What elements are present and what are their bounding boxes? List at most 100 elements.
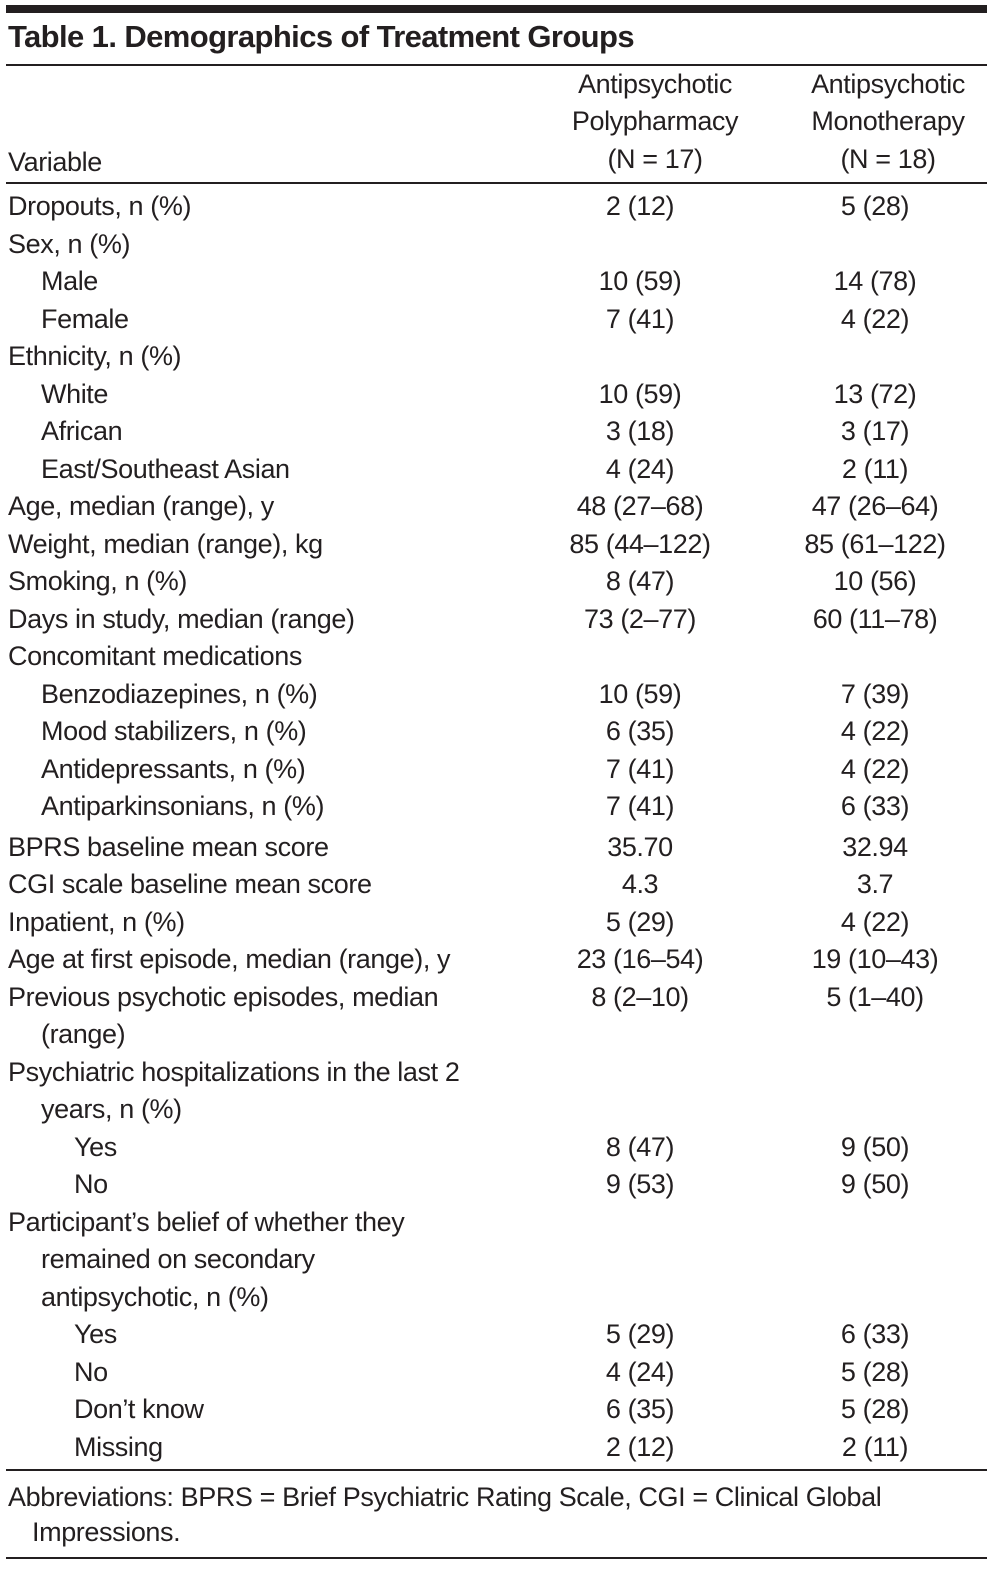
table-title: Table 1. Demographics of Treatment Group… (8, 19, 635, 54)
table-row: Age, median (range), y 48 (27–68) 47 (26–6… (0, 488, 997, 526)
monotherapy-value: 47 (26–64) (811, 491, 939, 521)
polypharmacy-value: 10 (59) (598, 378, 682, 409)
polypharmacy-value: 7 (41) (605, 791, 675, 821)
polypharmacy-value: 2 (12) (605, 191, 675, 221)
monotherapy-value: 2 (11) (841, 453, 909, 484)
polypharmacy-value: 6 (35) (605, 716, 675, 746)
polypharmacy-value: 7 (41) (605, 753, 675, 784)
polypharmacy-value: 8 (2–10) (591, 981, 689, 1012)
monotherapy-value: 5 (1–40) (826, 981, 924, 1012)
row-label: CGI scale baseline mean score (8, 869, 372, 899)
row-label: Yes (74, 1131, 117, 1162)
polypharmacy-value: 73 (2–77) (584, 603, 696, 634)
row-label: Don’t know (74, 1394, 204, 1424)
table-row: Concomitant medications (0, 638, 997, 676)
row-label: African (41, 416, 123, 446)
monotherapy-value: 60 (11–78) (812, 603, 938, 634)
row-label: Yes (74, 1319, 117, 1349)
polypharmacy-value: 35.70 (607, 831, 673, 862)
polypharmacy-value: 7 (41) (605, 303, 675, 334)
monotherapy-value: 10 (56) (833, 566, 917, 596)
monotherapy-value: 5 (28) (840, 1356, 910, 1387)
table-row: Dropouts, n (%) 2 (12) 5 (28) (0, 188, 997, 226)
bottom-rule (6, 1557, 987, 1559)
monotherapy-value: 4 (22) (840, 753, 910, 784)
table-row: Days in study, median (range) 73 (2–77) 60… (0, 601, 997, 639)
monotherapy-value: 5 (28) (840, 1394, 910, 1424)
row-label: No (74, 1169, 108, 1199)
table-row: Weight, median (range), kg 85 (44–122) 85 … (0, 526, 997, 564)
monotherapy-value (760, 226, 990, 264)
monotherapy-value: 13 (72) (833, 378, 917, 409)
table-row: East/Southeast Asian 4 (24) 2 (11) (0, 451, 997, 489)
monotherapy-value: 2 (11) (841, 1431, 909, 1462)
polypharmacy-value: 8 (47) (605, 1131, 675, 1162)
table-row: Yes 5 (29) 6 (33) (0, 1316, 997, 1354)
polypharmacy-value: 10 (59) (598, 266, 682, 296)
table-row: Don’t know 6 (35) 5 (28) (0, 1391, 997, 1429)
polypharmacy-value: 23 (16–54) (576, 944, 704, 974)
row-label: Antidepressants, n (%) (41, 753, 306, 784)
row-label: Psychiatric hospitalizations in the last… (8, 1056, 460, 1125)
polypharmacy-value: 9 (53) (605, 1169, 675, 1199)
table-row: Psychiatric hospitalizations in the last… (0, 1054, 997, 1129)
polypharmacy-value: 8 (47) (605, 566, 675, 596)
row-label: Days in study, median (range) (8, 603, 355, 634)
table-row: Participant’s belief of whether they rem… (0, 1204, 997, 1317)
table-row: BPRS baseline mean score 35.70 32.94 (0, 829, 997, 867)
header-line: Antipsychotic (811, 68, 965, 99)
row-label: Weight, median (range), kg (8, 528, 323, 559)
polypharmacy-value (530, 638, 750, 676)
monotherapy-value (760, 1204, 990, 1317)
table-row: Previous psychotic episodes, median (ran… (0, 979, 997, 1054)
table-row: Age at first episode, median (range), y 2… (0, 941, 997, 979)
row-label: Missing (74, 1431, 163, 1462)
polypharmacy-value: 4.3 (621, 869, 659, 899)
footnote: Abbreviations: BPRS = Brief Psychiatric … (8, 1482, 882, 1547)
header-polypharmacy: Antipsychotic Polypharmacy (N = 17) (545, 66, 765, 179)
row-label: Dropouts, n (%) (8, 191, 192, 221)
monotherapy-value: 19 (10–43) (811, 944, 939, 974)
bottom-table-rule (6, 1469, 987, 1471)
polypharmacy-value: 5 (29) (605, 1319, 675, 1349)
row-label: White (41, 378, 109, 409)
monotherapy-value: 4 (22) (840, 303, 910, 334)
table-row: Male 10 (59) 14 (78) (0, 263, 997, 301)
polypharmacy-value: 85 (44–122) (569, 528, 711, 559)
table-row: Antidepressants, n (%) 7 (41) 4 (22) (0, 751, 997, 789)
header-variable: Variable (8, 147, 102, 177)
table-header: Variable Antipsychotic Polypharmacy (N =… (0, 66, 997, 182)
table-row: African 3 (18) 3 (17) (0, 413, 997, 451)
monotherapy-value: 85 (61–122) (804, 528, 946, 559)
monotherapy-value: 4 (22) (840, 716, 910, 746)
monotherapy-value: 6 (33) (840, 791, 910, 821)
table-row: Yes 8 (47) 9 (50) (0, 1129, 997, 1167)
row-label: Concomitant medications (8, 641, 302, 671)
header-line: Antipsychotic (578, 68, 732, 99)
polypharmacy-value (530, 1204, 750, 1317)
row-label: No (74, 1356, 108, 1387)
row-label: Age, median (range), y (8, 491, 274, 521)
monotherapy-value (760, 638, 990, 676)
table-row: Antiparkinsonians, n (%) 7 (41) 6 (33) (0, 788, 997, 826)
title-rule (6, 64, 987, 66)
polypharmacy-value (530, 338, 750, 376)
table-row: Ethnicity, n (%) (0, 338, 997, 376)
polypharmacy-value: 4 (24) (605, 453, 675, 484)
header-line: Polypharmacy (571, 106, 739, 136)
row-label: Previous psychotic episodes, median (ran… (8, 981, 439, 1050)
row-label: BPRS baseline mean score (8, 831, 329, 862)
monotherapy-value: 5 (28) (840, 191, 910, 221)
table-row: Benzodiazepines, n (%) 10 (59) 7 (39) (0, 676, 997, 714)
header-rule (6, 182, 987, 184)
table-row: Female 7 (41) 4 (22) (0, 301, 997, 339)
row-label: Smoking, n (%) (8, 566, 187, 596)
table-row: Sex, n (%) (0, 226, 997, 264)
monotherapy-value: 7 (39) (840, 678, 910, 709)
header-monotherapy: Antipsychotic Monotherapy (N = 18) (773, 66, 997, 179)
row-label: Benzodiazepines, n (%) (41, 678, 318, 709)
monotherapy-value: 4 (22) (840, 906, 910, 937)
polypharmacy-value: 6 (35) (605, 1394, 675, 1424)
polypharmacy-value: 10 (59) (598, 678, 682, 709)
table-row: No 4 (24) 5 (28) (0, 1354, 997, 1392)
